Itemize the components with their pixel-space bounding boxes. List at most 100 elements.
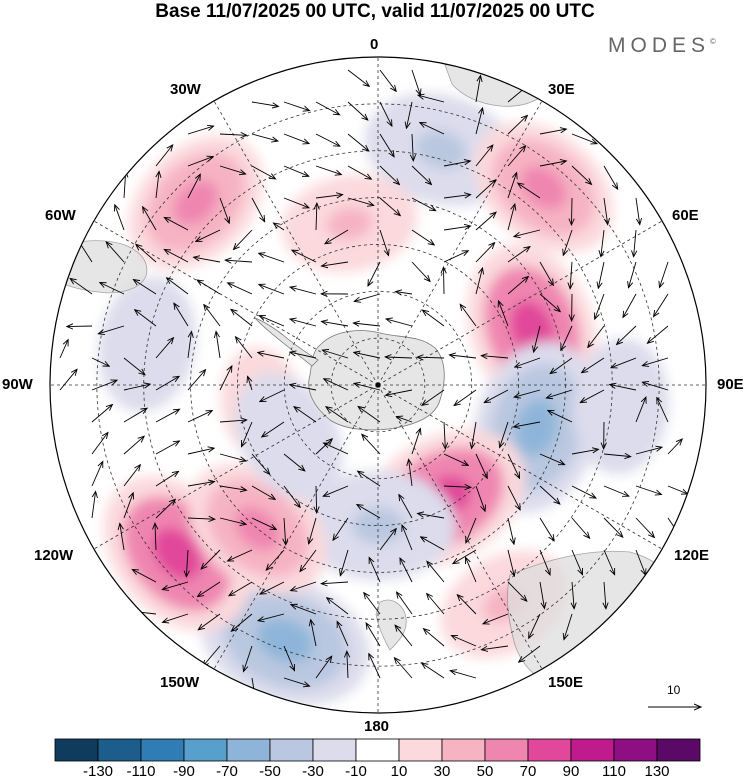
wind-arrow [135,310,157,327]
wind-arrow [91,357,109,366]
wind-arrow [603,485,628,496]
australia-landmass [507,550,686,692]
wind-arrow [315,657,331,679]
wind-arrow [472,421,477,448]
wind-arrow [369,654,381,679]
wind-arrow [143,207,157,231]
wind-arrow [283,645,294,670]
wind-arrow [539,485,559,503]
wind-arrow [518,184,541,199]
wind-arrow [635,549,645,574]
wind-arrow [199,613,221,629]
wind-arrow [232,310,253,327]
wind-arrow [660,261,669,287]
wind-arrow [475,243,494,263]
wind-arrow [443,251,468,263]
wind-arrow [155,146,172,167]
wind-arrow [165,218,189,231]
wind-arrow [643,357,669,365]
colorbar-tick-label: 70 [519,763,537,780]
wind-arrow [654,293,669,316]
meridian-line [213,384,379,670]
wind-arrow [423,311,445,327]
wind-arrow [648,325,669,343]
wind-arrow [91,492,95,519]
lon-label-0: 0 [370,36,379,53]
wind-arrow [219,517,245,524]
wind-arrow [629,261,637,287]
wind-arrow [461,305,477,327]
wind-arrow [347,101,367,120]
wind-arrow [603,165,617,188]
colorbar-swatch [484,738,529,762]
wind-arrow [534,325,541,351]
wind-arrow [634,229,636,256]
wind-arrow [443,226,470,231]
latitude-circle [283,290,473,480]
wind-arrow [355,384,381,391]
south-pole-marker [375,382,381,388]
wind-arrow [450,355,477,358]
wind-arrow [424,629,445,647]
wind-arrow [291,352,317,359]
meridian-line [377,384,543,670]
wind-arrow [539,453,564,464]
wind-arrow [283,101,309,110]
wind-arrow [322,322,349,327]
wind-arrow [316,204,317,231]
wind-arrow [423,389,445,405]
wind-arrow [283,677,309,686]
wind-arrow [187,370,205,391]
wind-arrow [337,622,349,647]
wind-arrow [379,197,400,215]
wind-arrow [251,133,277,141]
wind-arrow [475,76,480,103]
wind-arrow [167,278,189,295]
wind-arrow [359,407,381,423]
wind-arrow [354,323,381,326]
colorbar-tick-label: -130 [82,763,114,780]
wind-arrow [236,337,253,359]
wind-arrow [379,101,392,125]
wind-arrow [396,626,413,647]
wind-arrow [411,197,435,210]
colorbar-tick-label: 90 [562,763,580,780]
wind-arrow [379,529,396,551]
wind-arrow [507,549,514,575]
wind-arrow [455,389,477,405]
wind-arrow [284,517,286,544]
wind-arrow [136,245,157,263]
wind-arrow [475,180,495,199]
wind-arrow [379,133,394,156]
wind-arrow [68,326,93,327]
anomaly-cell-core [415,130,467,169]
wind-arrow [604,581,606,608]
wind-arrow [355,293,381,301]
wind-arrow [197,229,221,241]
wind-arrow [187,448,213,455]
colorbar-swatch [269,738,314,762]
wind-arrow [322,261,349,266]
page-title: Base 11/07/2025 00 UTC, valid 11/07/2025… [155,1,595,22]
wind-arrow [248,377,253,391]
wind-arrow [115,206,125,231]
lon-label-60e: 60E [672,207,699,224]
colorbar [54,738,701,762]
wind-arrow [71,279,93,295]
south-america-landmass [50,240,148,294]
wind-arrow [364,593,381,615]
wind-arrow [581,389,605,402]
wind-arrow [564,613,573,639]
wind-arrow [475,453,487,478]
lon-label-30e: 30E [548,81,575,98]
wind-arrow [187,332,191,359]
anomaly-cell [572,338,669,475]
wind-arrow [539,549,550,574]
colorbar-swatch [441,738,486,762]
wind-arrow [571,549,582,574]
wind-arrow [187,411,212,423]
wind-arrow [291,385,317,391]
wind-arrow [259,253,285,263]
wind-arrow [397,593,413,615]
wind-arrow [301,549,317,571]
